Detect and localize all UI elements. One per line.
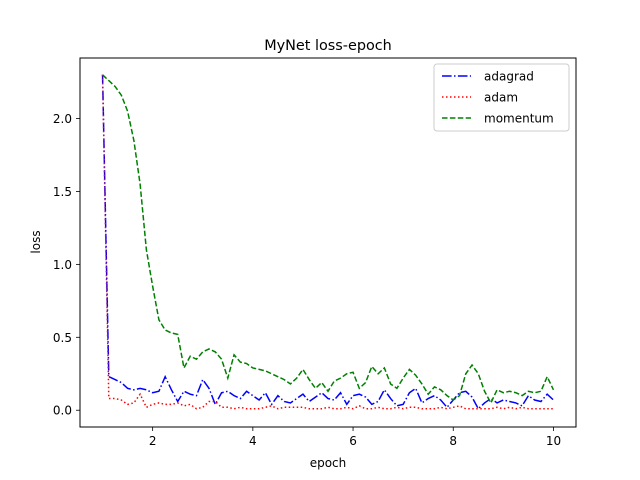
x-tick-label: 8 xyxy=(449,434,457,448)
legend-item-momentum: momentum xyxy=(442,112,554,126)
series-line-adam xyxy=(101,74,554,410)
series-line-momentum xyxy=(102,74,555,405)
x-axis-ticks: 2 4 6 8 10 xyxy=(149,427,561,448)
legend-item-adagrad: adagrad xyxy=(442,70,534,84)
chart-title: MyNet loss-epoch xyxy=(264,38,392,54)
x-tick-label: 2 xyxy=(149,434,157,448)
x-tick-label: 4 xyxy=(249,434,257,448)
series-line-adagrad xyxy=(101,74,554,410)
legend-label-adam: adam xyxy=(484,91,518,105)
y-tick-label: 0.5 xyxy=(53,331,72,345)
x-tick-label: 10 xyxy=(546,434,561,448)
plot-lines xyxy=(101,74,555,410)
plot-frame xyxy=(79,57,577,428)
legend: adagrad adam momentum xyxy=(433,63,570,132)
y-tick-label: 0.0 xyxy=(53,404,72,418)
legend-label-adagrad: adagrad xyxy=(484,70,534,84)
y-axis-ticks: 0.0 0.5 1.0 1.5 2.0 xyxy=(53,112,80,418)
legend-label-momentum: momentum xyxy=(484,112,554,126)
y-tick-label: 1.0 xyxy=(53,258,72,272)
legend-box xyxy=(433,63,570,132)
x-tick-label: 6 xyxy=(349,434,357,448)
legend-item-adam: adam xyxy=(442,91,518,105)
x-axis-label: epoch xyxy=(310,456,347,470)
y-axis-label: loss xyxy=(29,230,43,253)
y-tick-label: 2.0 xyxy=(53,112,72,126)
y-tick-label: 1.5 xyxy=(53,185,72,199)
